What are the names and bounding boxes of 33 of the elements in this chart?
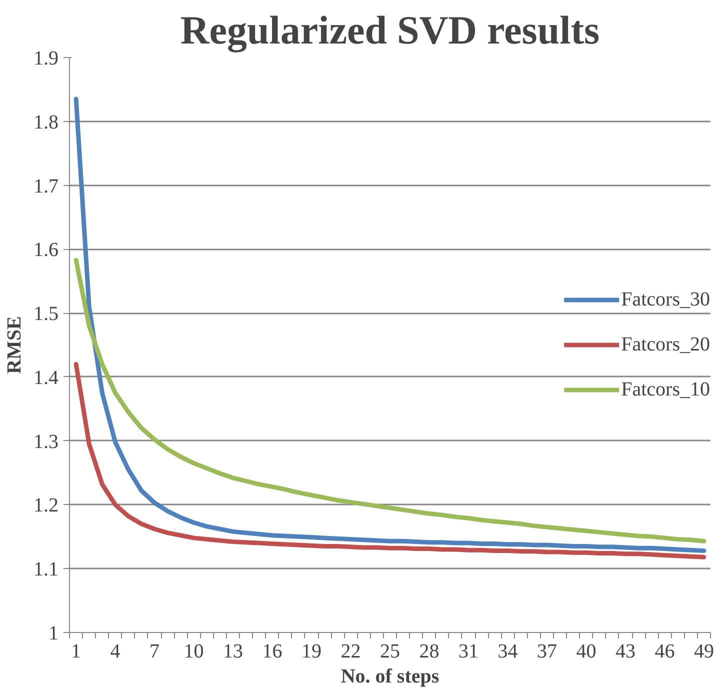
x-tick-label: 37: [536, 640, 557, 662]
y-tick-label: 1.4: [34, 366, 58, 389]
x-tick-label: 40: [576, 640, 596, 662]
x-tick-label: 25: [380, 640, 400, 662]
x-tick-label: 43: [615, 640, 636, 662]
x-tick-label: 4: [110, 640, 120, 662]
legend-label: Fatcors_30: [621, 288, 710, 311]
chart-title: Regularized SVD results: [180, 8, 600, 52]
x-tick-label: 22: [340, 640, 361, 662]
y-tick-label: 1.5: [34, 303, 58, 326]
x-tick-label: 49: [694, 640, 714, 662]
y-tick-label: 1.6: [34, 239, 58, 262]
x-tick-label: 31: [458, 640, 478, 662]
y-tick-label: 1.7: [34, 175, 58, 198]
x-tick-label: 10: [184, 640, 204, 662]
y-tick-label: 1.8: [34, 111, 58, 134]
y-tick-label: 1.2: [34, 494, 58, 517]
x-tick-label: 46: [654, 640, 675, 662]
legend-label: Fatcors_10: [621, 378, 710, 401]
y-tick-label: 1.3: [34, 430, 58, 453]
y-axis-title: RMSE: [4, 316, 26, 374]
y-tick-label: 1.1: [34, 558, 58, 581]
legend-label: Fatcors_20: [621, 333, 710, 356]
x-tick-label: 1: [71, 640, 82, 662]
y-tick-label: 1.9: [34, 48, 58, 70]
x-tick-label: 16: [262, 640, 282, 662]
x-tick-label: 13: [223, 640, 244, 662]
x-tick-label: 19: [302, 640, 322, 662]
x-axis-title: No. of steps: [340, 666, 440, 688]
x-tick-label: 28: [419, 640, 440, 662]
y-tick-label: 1: [48, 622, 58, 644]
x-tick-label: 7: [150, 640, 160, 662]
x-tick-label: 34: [498, 640, 518, 662]
